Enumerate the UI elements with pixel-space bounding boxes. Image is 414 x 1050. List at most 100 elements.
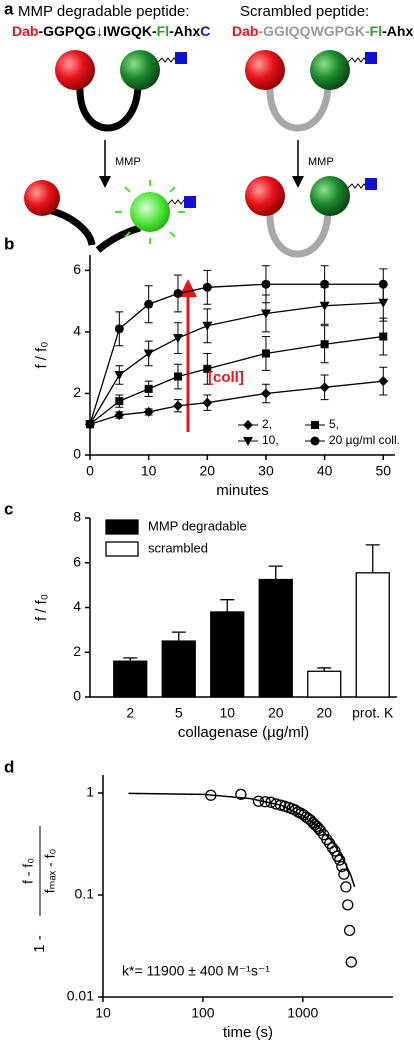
cysteine — [175, 52, 187, 64]
marker — [114, 410, 125, 420]
x-tick-label: 40 — [317, 463, 333, 479]
x-axis-label: minutes — [216, 482, 269, 499]
y-label-denominator: fₘₐₓ - f₀ — [42, 849, 58, 894]
linker — [347, 57, 368, 63]
legend-swatch — [105, 541, 139, 557]
sequence-part: Dab — [232, 23, 258, 39]
panel-label: d — [4, 757, 14, 776]
point — [338, 868, 350, 880]
point — [345, 956, 357, 968]
x-tick-label: 0 — [86, 463, 94, 479]
marker — [144, 299, 154, 309]
bar — [210, 611, 245, 698]
marker — [85, 419, 95, 429]
y-tick-label: 1 — [86, 784, 94, 800]
fragment — [47, 206, 96, 246]
linker — [157, 57, 178, 63]
y-axis-label: f / f₀ — [33, 341, 50, 368]
y-axis-label: f / f₀ — [33, 594, 50, 621]
linker — [347, 183, 368, 189]
y-tick-label: 6 — [73, 261, 81, 277]
sequence-part: -Ahx — [169, 23, 200, 39]
bar — [161, 640, 196, 698]
panel-label: c — [4, 499, 13, 518]
legend-label: 10, — [262, 433, 279, 447]
sequence-part: Fl — [157, 23, 169, 39]
marker — [243, 437, 253, 446]
marker — [261, 349, 270, 358]
legend-label: 20 µg/ml coll. — [329, 433, 400, 447]
bar — [307, 670, 342, 698]
panel-label: b — [4, 234, 14, 253]
x-tick-label: 20 — [200, 463, 216, 479]
bar — [113, 660, 148, 698]
y-tick-label: 6 — [73, 553, 81, 569]
x-tick-label: 5 — [175, 705, 183, 721]
marker — [310, 436, 320, 446]
sequence-part: Fl — [370, 23, 382, 39]
marker — [173, 372, 182, 381]
marker — [115, 397, 124, 406]
quencher — [245, 176, 285, 216]
x-tick-label: 100 — [191, 1005, 215, 1021]
cysteine — [184, 196, 196, 208]
marker — [378, 298, 389, 308]
marker — [378, 376, 389, 387]
error-bar — [220, 599, 235, 612]
chart: d 0.01 0.1 1 10 100 1000 time (s) 1 - f - f₀ fₘₐₓ … — [4, 757, 393, 1041]
right-sequence: Dab-GGIQQWGPGK-Fl-AhxC — [232, 23, 414, 39]
y-axis-label: 1 - f - f₀ fₘₐₓ - f₀ — [20, 826, 58, 953]
point — [289, 804, 301, 816]
marker — [319, 301, 330, 311]
marker — [260, 309, 271, 319]
marker — [202, 397, 213, 408]
chart: b 0 2 4 6 0 10 20 30 40 50 minutes f / f₀ 2, 5, 10, 20 µ… — [4, 234, 400, 498]
y-tick-label: 0 — [73, 688, 81, 704]
marker — [173, 288, 183, 298]
x-tick-label: 20 — [316, 705, 332, 721]
y-label-prefix: 1 - — [31, 935, 48, 953]
point — [326, 842, 339, 854]
sequence-part: -GGPQG↓IWGQK- — [38, 23, 157, 39]
legend-label: MMP degradable — [148, 518, 247, 533]
chart: c 0 2 4 6 8 collagenase (µg/ml) f / f₀ 2 5 10 20 20 p… — [4, 499, 397, 741]
series-line — [89, 302, 384, 425]
marker — [261, 279, 271, 289]
fluorophore — [310, 176, 350, 216]
series-line — [89, 283, 384, 425]
marker — [172, 400, 183, 411]
y-tick-label: 0.01 — [67, 988, 94, 1004]
x-tick-label: 20 — [268, 705, 284, 721]
left-sequence: Dab-GGPQG↓IWGQK-Fl-AhxC — [12, 23, 210, 39]
y-tick-label: 0 — [73, 446, 81, 462]
legend-swatch — [105, 519, 139, 535]
marker — [379, 332, 388, 341]
marker — [202, 282, 212, 292]
fluorophore — [310, 50, 350, 90]
sequence-part: C — [200, 23, 210, 39]
x-tick-label: 10 — [141, 463, 157, 479]
point — [340, 881, 352, 893]
right-title: Scrambled peptide: — [240, 3, 369, 20]
sequence-part: -Ahx — [382, 23, 413, 39]
peptide-backbone — [266, 211, 332, 258]
bar — [355, 572, 390, 698]
series-line — [89, 380, 384, 425]
point — [205, 789, 217, 801]
peptide-backbone — [76, 85, 142, 132]
x-tick-label: 50 — [375, 463, 391, 479]
point — [336, 860, 348, 873]
x-tick-label: prot. K — [352, 705, 394, 721]
linker — [167, 199, 185, 205]
marker — [319, 382, 330, 393]
error-bar — [268, 565, 283, 580]
y-tick-label: 2 — [73, 643, 81, 659]
quencher — [24, 180, 60, 216]
cysteine — [365, 178, 377, 190]
point — [329, 845, 341, 857]
legend-label: scrambled — [148, 540, 208, 555]
marker — [144, 384, 153, 393]
marker — [243, 420, 253, 430]
marker — [320, 340, 329, 349]
